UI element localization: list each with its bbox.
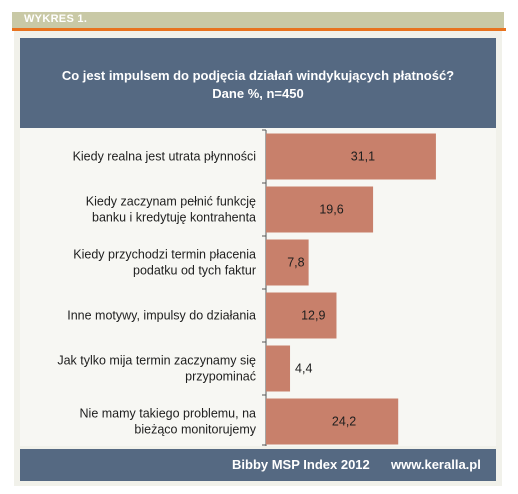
value-label: 12,9 [301, 309, 325, 323]
plot-area: 31,1 Kiedy realna jest utrata płynności 19… [20, 128, 496, 446]
category-label: podatku od tych faktur [133, 264, 256, 278]
chart-subtitle: Dane %, n=450 [212, 86, 304, 101]
category-label: Kiedy przychodzi termin płacenia [73, 248, 256, 262]
category-label: przypominać [185, 370, 256, 384]
source-label: Bibby MSP Index 2012 [232, 457, 370, 472]
category-label: Inne motywy, impulsy do działania [67, 309, 256, 323]
bar [266, 398, 399, 445]
value-label: 7,8 [287, 256, 304, 270]
figure-label: WYKRES 1. [24, 13, 88, 25]
chart-footer: Bibby MSP Index 2012 www.keralla.pl [20, 449, 496, 481]
bar [266, 345, 291, 392]
chart-title: Co jest impulsem do podjęcia działań win… [61, 68, 455, 83]
source-url: www.keralla.pl [391, 457, 481, 472]
category-label: Jak tylko mija termin zaczynamy się [57, 354, 256, 368]
bar [266, 292, 337, 339]
value-label: 4,4 [295, 362, 312, 376]
category-label: banku i kredytuję kontrahenta [92, 211, 256, 225]
category-label: Nie mamy takiego problemu, na [80, 407, 257, 421]
chart-header: Co jest impulsem do podjęcia działań win… [20, 38, 496, 128]
bar [266, 133, 436, 180]
figure-label-band [12, 12, 504, 28]
value-label: 19,6 [319, 203, 343, 217]
category-label: Kiedy realna jest utrata płynności [73, 150, 256, 164]
category-label: bieżąco monitorujemy [134, 423, 256, 437]
bar [266, 186, 374, 233]
value-label: 24,2 [332, 415, 356, 429]
bar [266, 239, 309, 286]
value-label: 31,1 [351, 150, 375, 164]
accent-line [12, 28, 506, 31]
bar-chart: 31,1 Kiedy realna jest utrata płynności 19… [57, 129, 436, 446]
category-label: Kiedy zaczynam pełnić funkcję [86, 195, 256, 209]
